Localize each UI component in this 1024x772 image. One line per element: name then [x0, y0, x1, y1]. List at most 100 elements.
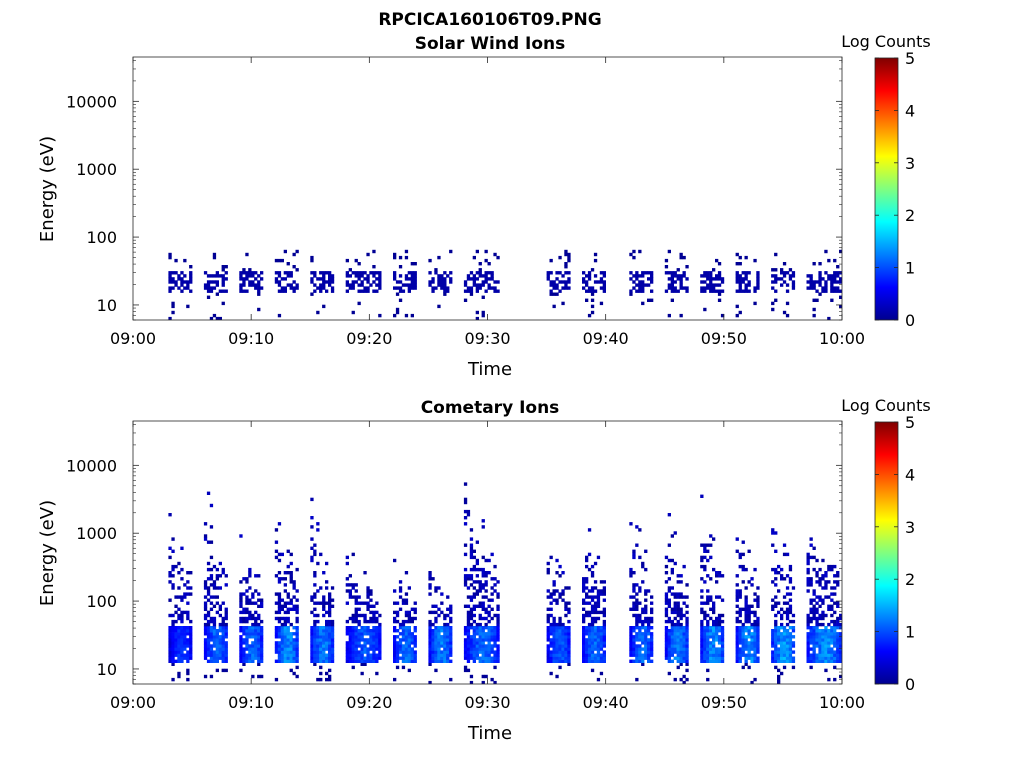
spectrogram-cell [322, 613, 326, 618]
spectrogram-cell [206, 274, 211, 278]
spectrogram-cell [254, 601, 258, 605]
spectrogram-cell [647, 626, 651, 630]
spectrogram-cell [239, 668, 243, 673]
spectrogram-cell [180, 613, 184, 618]
spectrogram-cell [404, 277, 409, 281]
spectrogram-cell [815, 629, 819, 633]
spectrogram-cell [664, 571, 669, 575]
spectrogram-cell [546, 613, 550, 618]
spectrogram-cell [466, 668, 471, 673]
spectrogram-cell [431, 641, 435, 645]
spectrogram-cell [484, 650, 488, 654]
spectrogram-cell [788, 607, 793, 611]
spectrogram-cell [428, 635, 432, 639]
spectrogram-cell [413, 277, 417, 281]
spectrogram-cell [824, 653, 828, 657]
spectrogram-cell [171, 650, 175, 654]
spectrogram-cell [558, 255, 562, 260]
spectrogram-cell [325, 586, 329, 590]
spectrogram-cell [215, 316, 219, 320]
spectrogram-cell [791, 274, 796, 278]
spectrogram-cell [830, 650, 834, 654]
spectrogram-cell [242, 577, 246, 581]
spectrogram-cell [602, 641, 606, 645]
y-tick-label: 1000 [76, 524, 117, 543]
spectrogram-cell [555, 271, 559, 275]
spectrogram-cell [174, 595, 178, 599]
spectrogram-cell [809, 598, 813, 602]
spectrogram-cell [221, 668, 225, 673]
spectrogram-cell [585, 289, 589, 293]
spectrogram-cell [564, 647, 568, 651]
spectrogram-cell [709, 647, 713, 651]
spectrogram-cell [189, 653, 193, 657]
spectrogram-cell [635, 289, 639, 293]
spectrogram-cell [224, 574, 228, 578]
spectrogram-cell [833, 629, 837, 633]
spectrogram-cell [413, 638, 417, 642]
colorbar-tick-label: 3 [905, 154, 915, 173]
spectrogram-cell [295, 619, 299, 624]
spectrogram-cell [720, 650, 725, 654]
spectrogram-cell [463, 653, 468, 657]
spectrogram-cell [644, 598, 648, 602]
spectrogram-cell [667, 598, 671, 602]
spectrogram-cell [206, 650, 211, 654]
spectrogram-cell [720, 313, 725, 318]
spectrogram-cell [168, 598, 172, 602]
spectrogram-cell [239, 659, 243, 663]
spectrogram-cell [567, 610, 571, 615]
spectrogram-cell [815, 656, 819, 660]
spectrogram-cell [313, 543, 317, 547]
spectrogram-cell [168, 274, 172, 278]
spectrogram-cell [251, 653, 255, 657]
spectrogram-cell [330, 280, 335, 284]
spectrogram-cell [283, 604, 287, 608]
spectrogram-cell [830, 613, 834, 618]
spectrogram-cell [771, 641, 775, 645]
spectrogram-cell [493, 641, 497, 645]
spectrogram-cell [248, 598, 252, 602]
spectrogram-cell [827, 607, 831, 611]
spectrogram-cell [564, 635, 568, 639]
spectrogram-cell [375, 283, 379, 287]
spectrogram-cell [777, 641, 781, 645]
spectrogram-cell [839, 277, 842, 281]
spectrogram-cell [629, 277, 633, 281]
spectrogram-cell [679, 635, 683, 639]
spectrogram-cell [815, 644, 819, 648]
spectrogram-cell [378, 641, 382, 645]
spectrogram-cell [635, 653, 639, 657]
spectrogram-cell [596, 601, 601, 605]
spectrogram-cell [251, 629, 255, 633]
spectrogram-cell [437, 629, 441, 633]
spectrogram-cell [602, 644, 606, 648]
spectrogram-cell [295, 626, 299, 630]
spectrogram-cell [546, 653, 550, 657]
spectrogram-cell [824, 580, 828, 584]
spectrogram-cell [283, 622, 287, 627]
spectrogram-cell [209, 626, 214, 630]
spectrogram-cell [475, 574, 479, 578]
spectrogram-cell [171, 647, 175, 651]
spectrogram-cell [428, 574, 432, 578]
spectrogram-cell [466, 286, 471, 290]
spectrogram-cell [475, 650, 479, 654]
spectrogram-cell [706, 574, 710, 578]
spectrogram-cell [590, 604, 595, 608]
spectrogram-cell [319, 638, 323, 642]
spectrogram-cell [546, 635, 550, 639]
spectrogram-cell [744, 638, 748, 642]
spectrogram-cell [404, 601, 409, 605]
spectrogram-cell [549, 592, 553, 596]
spectrogram-cell [567, 656, 571, 660]
spectrogram-cell [212, 659, 217, 663]
spectrogram-cell [490, 650, 494, 654]
spectrogram-cell [785, 613, 790, 618]
spectrogram-cell [289, 580, 293, 584]
spectrogram-cell [712, 619, 716, 624]
spectrogram-cell [490, 616, 494, 621]
spectrogram-cell [478, 586, 482, 590]
spectrogram-cell [245, 580, 249, 584]
spectrogram-cell [824, 668, 828, 673]
